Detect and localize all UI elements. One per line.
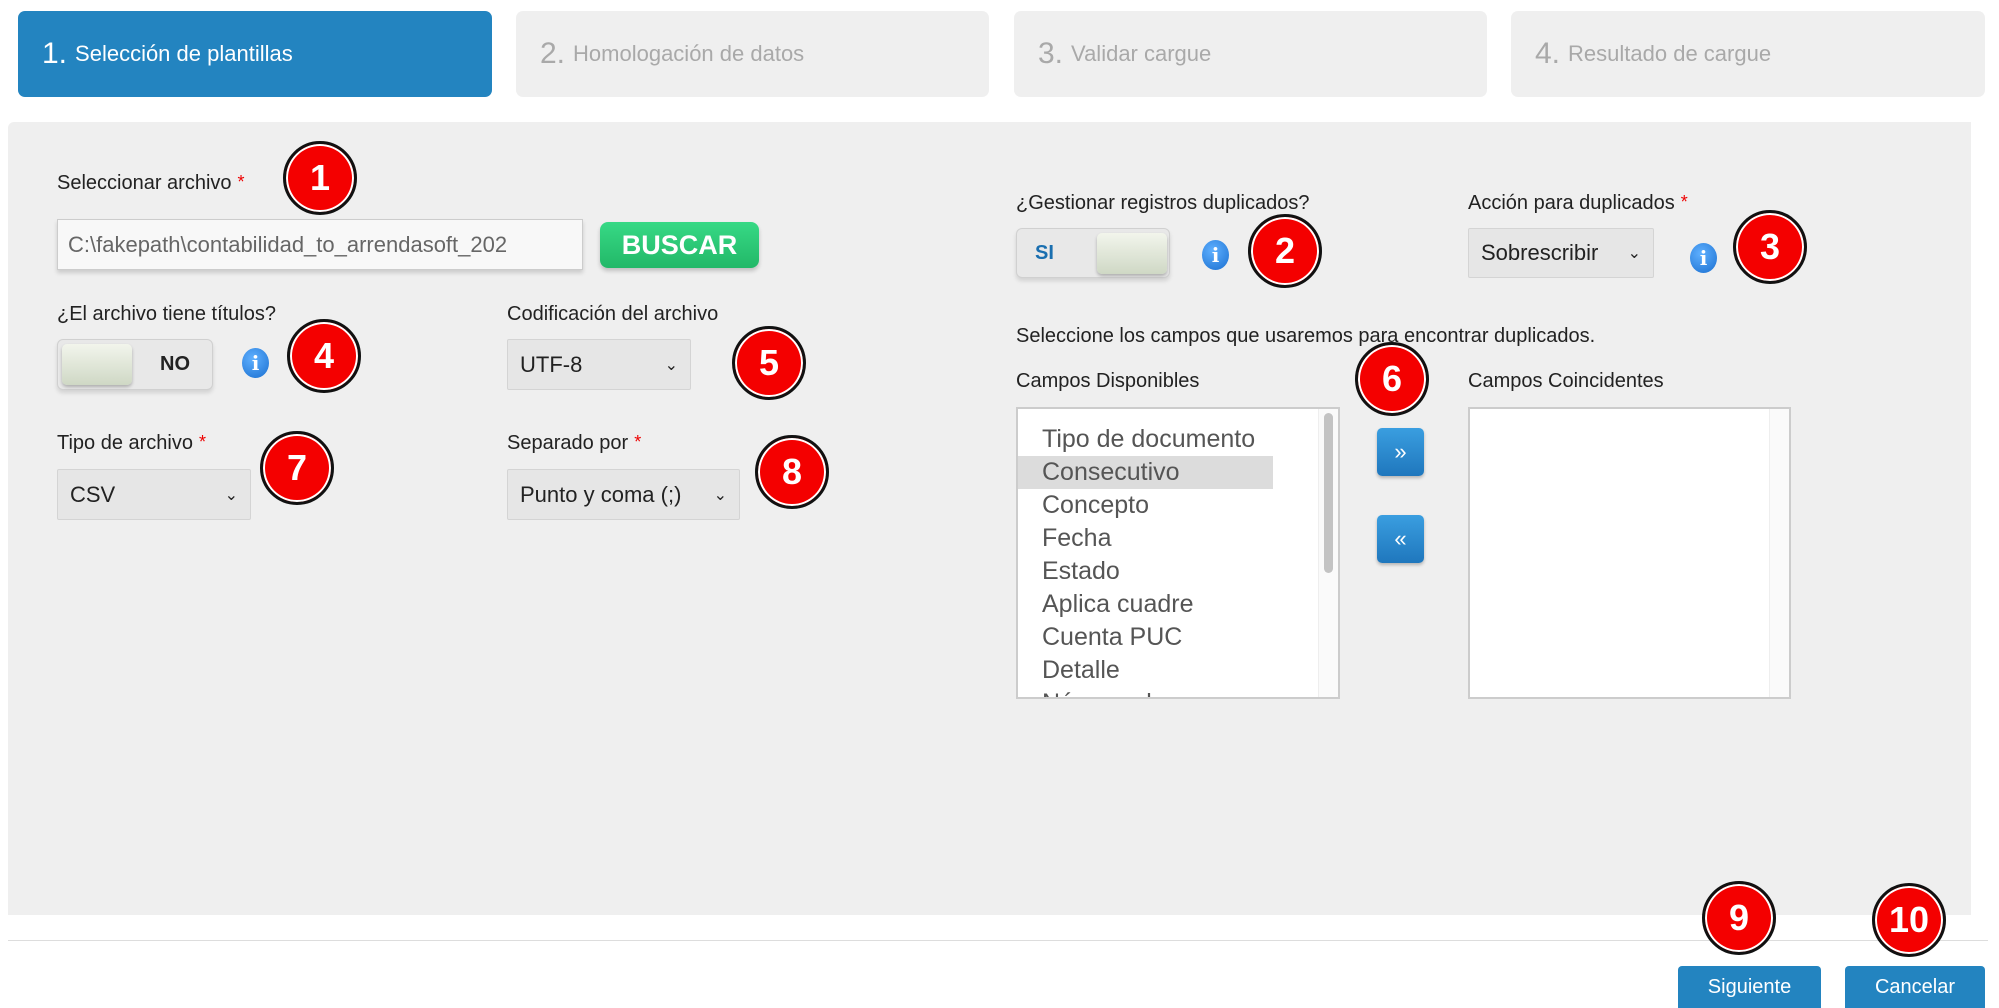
divider bbox=[8, 940, 1988, 941]
tab-resultado-cargue[interactable]: 4. Resultado de cargue bbox=[1511, 11, 1985, 97]
duplicates-label: ¿Gestionar registros duplicados? bbox=[1016, 192, 1310, 214]
chevron-down-icon: ⌄ bbox=[1627, 245, 1641, 262]
available-fields-label: Campos Disponibles bbox=[1016, 370, 1200, 392]
chevron-down-icon: ⌄ bbox=[224, 486, 238, 504]
encoding-label: Codificación del archivo bbox=[507, 303, 719, 325]
fields-instruction: Seleccione los campos que usaremos para … bbox=[1016, 325, 1596, 347]
move-right-button[interactable]: » bbox=[1377, 428, 1424, 476]
scrollbar[interactable] bbox=[1769, 409, 1789, 697]
chevron-down-icon: ⌄ bbox=[664, 356, 678, 374]
annotation-badge: 7 bbox=[260, 431, 334, 505]
matching-fields-list[interactable] bbox=[1468, 407, 1791, 699]
file-path-input[interactable]: C:\fakepath\contabilidad_to_arrendasoft_… bbox=[57, 219, 583, 270]
move-left-button[interactable]: « bbox=[1377, 515, 1424, 563]
tab-validar-cargue[interactable]: 3. Validar cargue bbox=[1014, 11, 1487, 97]
list-item[interactable]: Número de documento bbox=[1018, 687, 1273, 697]
list-item[interactable]: Concepto bbox=[1042, 491, 1150, 519]
toggle-knob bbox=[62, 344, 132, 385]
toggle-knob bbox=[1097, 233, 1167, 274]
dup-action-label: Acción para duplicados * bbox=[1468, 192, 1688, 214]
info-icon[interactable]: i bbox=[1202, 240, 1229, 270]
list-item[interactable]: Aplica cuadre bbox=[1042, 590, 1194, 618]
info-icon[interactable]: i bbox=[1690, 243, 1717, 273]
annotation-badge: 3 bbox=[1733, 210, 1807, 284]
list-item[interactable]: Detalle bbox=[1042, 656, 1120, 684]
file-type-select[interactable]: CSV ⌄ bbox=[57, 469, 251, 520]
annotation-badge: 4 bbox=[287, 319, 361, 393]
scrollbar[interactable] bbox=[1318, 409, 1338, 697]
separator-label: Separado por * bbox=[507, 432, 642, 454]
encoding-select[interactable]: UTF-8 ⌄ bbox=[507, 339, 691, 390]
list-item[interactable]: Consecutivo bbox=[1018, 456, 1273, 489]
info-icon[interactable]: i bbox=[242, 348, 269, 378]
file-label: Seleccionar archivo * bbox=[57, 172, 245, 194]
dup-action-select[interactable]: Sobrescribir ⌄ bbox=[1468, 228, 1654, 278]
available-fields-list[interactable]: Tipo de documento Consecutivo Concepto Fech… bbox=[1016, 407, 1340, 699]
tab-seleccion-plantillas[interactable]: 1. Selección de plantillas bbox=[18, 11, 492, 97]
separator-select[interactable]: Punto y coma (;) ⌄ bbox=[507, 469, 740, 520]
cancel-button[interactable]: Cancelar bbox=[1845, 966, 1985, 1008]
list-item[interactable]: Estado bbox=[1042, 557, 1120, 585]
list-item[interactable]: Fecha bbox=[1042, 524, 1112, 552]
next-button[interactable]: Siguiente bbox=[1678, 966, 1821, 1008]
file-type-label: Tipo de archivo * bbox=[57, 432, 207, 454]
matching-fields-label: Campos Coincidentes bbox=[1468, 370, 1664, 392]
annotation-badge: 6 bbox=[1355, 342, 1429, 416]
annotation-badge: 8 bbox=[755, 435, 829, 509]
has-titles-label: ¿El archivo tiene títulos? bbox=[57, 303, 276, 325]
annotation-badge: 2 bbox=[1248, 214, 1322, 288]
list-item[interactable]: Tipo de documento bbox=[1042, 425, 1256, 453]
list-item[interactable]: Cuenta PUC bbox=[1042, 623, 1183, 651]
annotation-badge: 9 bbox=[1702, 881, 1776, 955]
duplicates-toggle[interactable]: SI bbox=[1016, 228, 1170, 278]
scrollbar-thumb[interactable] bbox=[1324, 413, 1333, 573]
annotation-badge: 1 bbox=[283, 141, 357, 215]
has-titles-toggle[interactable]: NO bbox=[57, 339, 213, 390]
chevron-down-icon: ⌄ bbox=[713, 486, 727, 504]
annotation-badge: 5 bbox=[732, 326, 806, 400]
annotation-badge: 10 bbox=[1872, 883, 1946, 957]
tab-homologacion-datos[interactable]: 2. Homologación de datos bbox=[516, 11, 989, 97]
browse-button[interactable]: BUSCAR bbox=[600, 222, 759, 268]
